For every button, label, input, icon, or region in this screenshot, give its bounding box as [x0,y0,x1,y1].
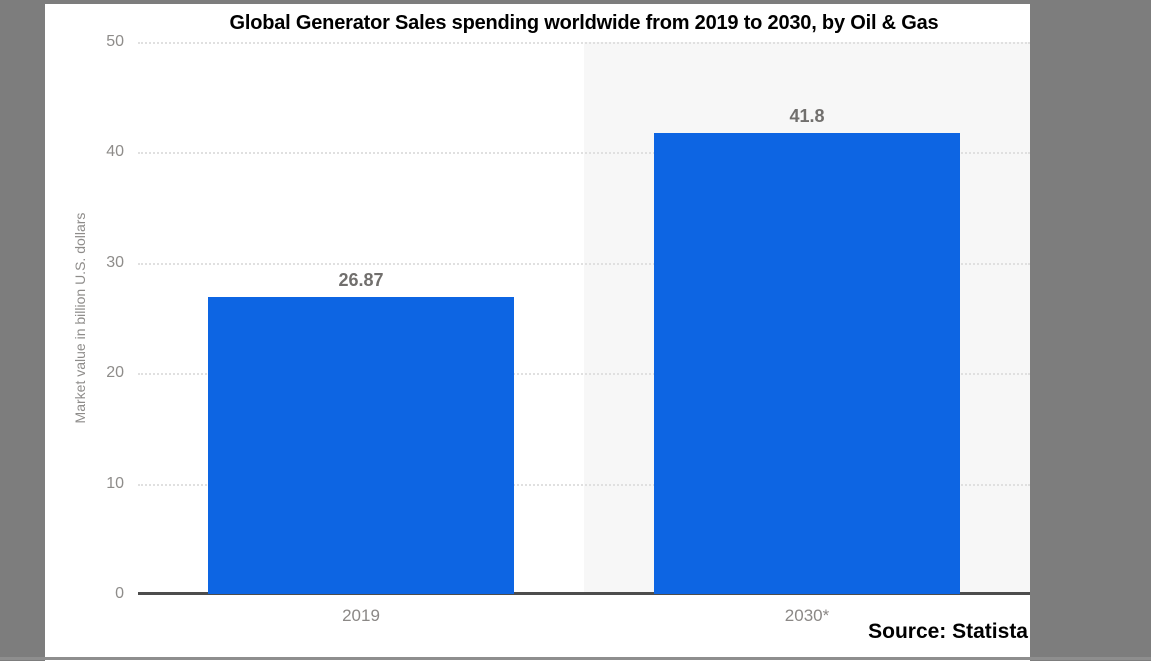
window-frame-right [1030,0,1151,661]
gridline [138,373,1030,376]
x-tick-label: 2030* [784,606,830,625]
bar-2030 [654,132,960,594]
source-label: Source: Statista [868,620,1030,644]
y-tick-label: 0 [115,585,124,602]
y-tick-label: 10 [106,474,124,492]
chart-title: Global Generator Sales spending worldwid… [229,12,939,34]
y-tick-label: 30 [106,253,124,271]
bar-value-label: 26.87 [338,270,384,291]
gridline [138,483,1030,486]
plot-area: 26.87 41.8 [138,42,1030,595]
y-tick-label: 50 [106,33,124,50]
window-frame-bottom [0,657,1151,660]
x-axis-line [138,592,1030,595]
bar-2019 [208,297,514,594]
y-tick-label: 20 [106,364,124,382]
gridline [138,152,1030,155]
gridline [138,262,1030,265]
bar-value-label: 41.8 [789,105,825,126]
y-axis-title: Market value in billion U.S. dollars [72,212,88,424]
window-frame-left [0,0,45,661]
gridline [138,42,1030,44]
y-tick-label: 40 [106,143,124,161]
window-frame-top [45,0,1030,4]
x-tick-label: 2019 [342,606,380,625]
